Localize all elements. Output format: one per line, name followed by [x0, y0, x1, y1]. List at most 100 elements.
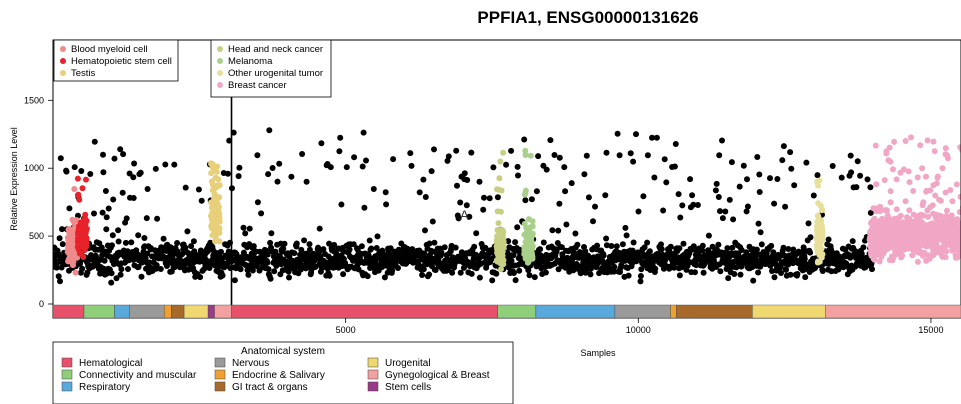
scatter-point [949, 198, 956, 205]
scatter-point [893, 176, 900, 183]
scatter-point [316, 225, 323, 232]
scatter-point [438, 249, 445, 256]
scatter-point [429, 218, 436, 225]
scatter-point [79, 185, 86, 192]
scatter-point [493, 270, 500, 277]
scatter-point [931, 243, 938, 250]
scatter-point [57, 278, 63, 285]
scatter-point [522, 152, 529, 158]
scatter-point [224, 170, 231, 177]
scatter-point [713, 180, 720, 187]
scatter-point [547, 137, 554, 144]
scatter-point [454, 182, 460, 189]
scatter-point [382, 189, 389, 196]
scatter-point [407, 150, 414, 157]
scatter-point [212, 238, 219, 245]
scatter-point [927, 227, 934, 234]
anatomical-segment [83, 304, 115, 319]
legend-label: Other urogenital tumor [228, 68, 323, 79]
scatter-point [896, 230, 902, 237]
scatter-point [318, 140, 325, 147]
scatter-point [146, 259, 153, 266]
scatter-point [791, 182, 798, 189]
scatter-point [137, 169, 144, 176]
scatter-point [71, 164, 78, 171]
scatter-point [480, 206, 487, 213]
scatter-point [744, 203, 751, 210]
scatter-point [473, 230, 480, 237]
scatter-point [250, 243, 257, 250]
scatter-point [929, 235, 936, 242]
scatter-point [179, 251, 186, 258]
scatter-point [652, 265, 659, 272]
scatter-point [590, 218, 596, 225]
scatter-point [306, 246, 313, 253]
scatter-point [658, 241, 664, 248]
scatter-point [235, 173, 242, 180]
scatter-point [661, 156, 668, 163]
scatter-point [768, 242, 775, 249]
scatter-point [498, 187, 505, 194]
scatter-point [907, 237, 914, 244]
scatter-point [249, 267, 256, 274]
scatter-point [303, 178, 310, 185]
scatter-point [622, 224, 629, 231]
legend-title: Anatomical system [241, 346, 325, 357]
scatter-point [366, 237, 373, 244]
scatter-point [787, 271, 794, 278]
scatter-point [671, 163, 678, 170]
scatter-point [395, 265, 401, 271]
scatter-point [301, 237, 308, 244]
anatomical-system-legend: Anatomical system HematologicalConnectiv… [52, 341, 514, 404]
scatter-point [947, 187, 954, 193]
scatter-point [803, 159, 810, 166]
scatter-point [616, 152, 623, 159]
scatter-point [135, 264, 142, 270]
scatter-point [162, 161, 169, 168]
scatter-point [265, 266, 272, 273]
x-tick-label: 5000 [336, 325, 356, 335]
scatter-point [212, 191, 218, 198]
scatter-point [874, 234, 881, 241]
scatter-point [77, 250, 84, 257]
scatter-point [419, 272, 426, 278]
legend-marker [217, 58, 223, 64]
scatter-point [70, 234, 77, 241]
scatter-point [905, 168, 912, 175]
scatter-point [152, 165, 159, 172]
anatomical-segment [114, 304, 130, 319]
legend-swatch [214, 357, 226, 368]
scatter-point [754, 154, 761, 160]
scatter-point [503, 161, 510, 168]
scatter-point [872, 251, 879, 258]
scatter-point [817, 221, 824, 228]
scatter-point [744, 176, 750, 183]
scatter-point [486, 195, 493, 202]
scatter-point [771, 274, 778, 281]
scatter-point [280, 245, 287, 252]
scatter-point [847, 152, 854, 159]
scatter-point [699, 242, 706, 249]
scatter-point [778, 270, 784, 276]
scatter-point [942, 213, 949, 220]
scatter-point [949, 221, 956, 228]
scatter-point [208, 170, 215, 177]
scatter-point [653, 134, 660, 141]
y-tick-label: 0 [39, 299, 44, 309]
scatter-point [66, 229, 73, 236]
scatter-point [528, 231, 535, 238]
scatter-point [611, 263, 618, 270]
scatter-point [383, 201, 390, 208]
scatter-point [267, 239, 274, 246]
scatter-point [531, 274, 538, 281]
scatter-point [715, 241, 722, 248]
scatter-point [542, 269, 549, 276]
scatter-point [737, 271, 744, 278]
scatter-point [630, 158, 637, 165]
scatter-point [932, 211, 939, 218]
scatter-point [383, 262, 390, 269]
scatter-point [237, 266, 244, 273]
scatter-point [725, 275, 732, 282]
scatter-point [510, 270, 517, 276]
scatter-point [717, 208, 723, 215]
